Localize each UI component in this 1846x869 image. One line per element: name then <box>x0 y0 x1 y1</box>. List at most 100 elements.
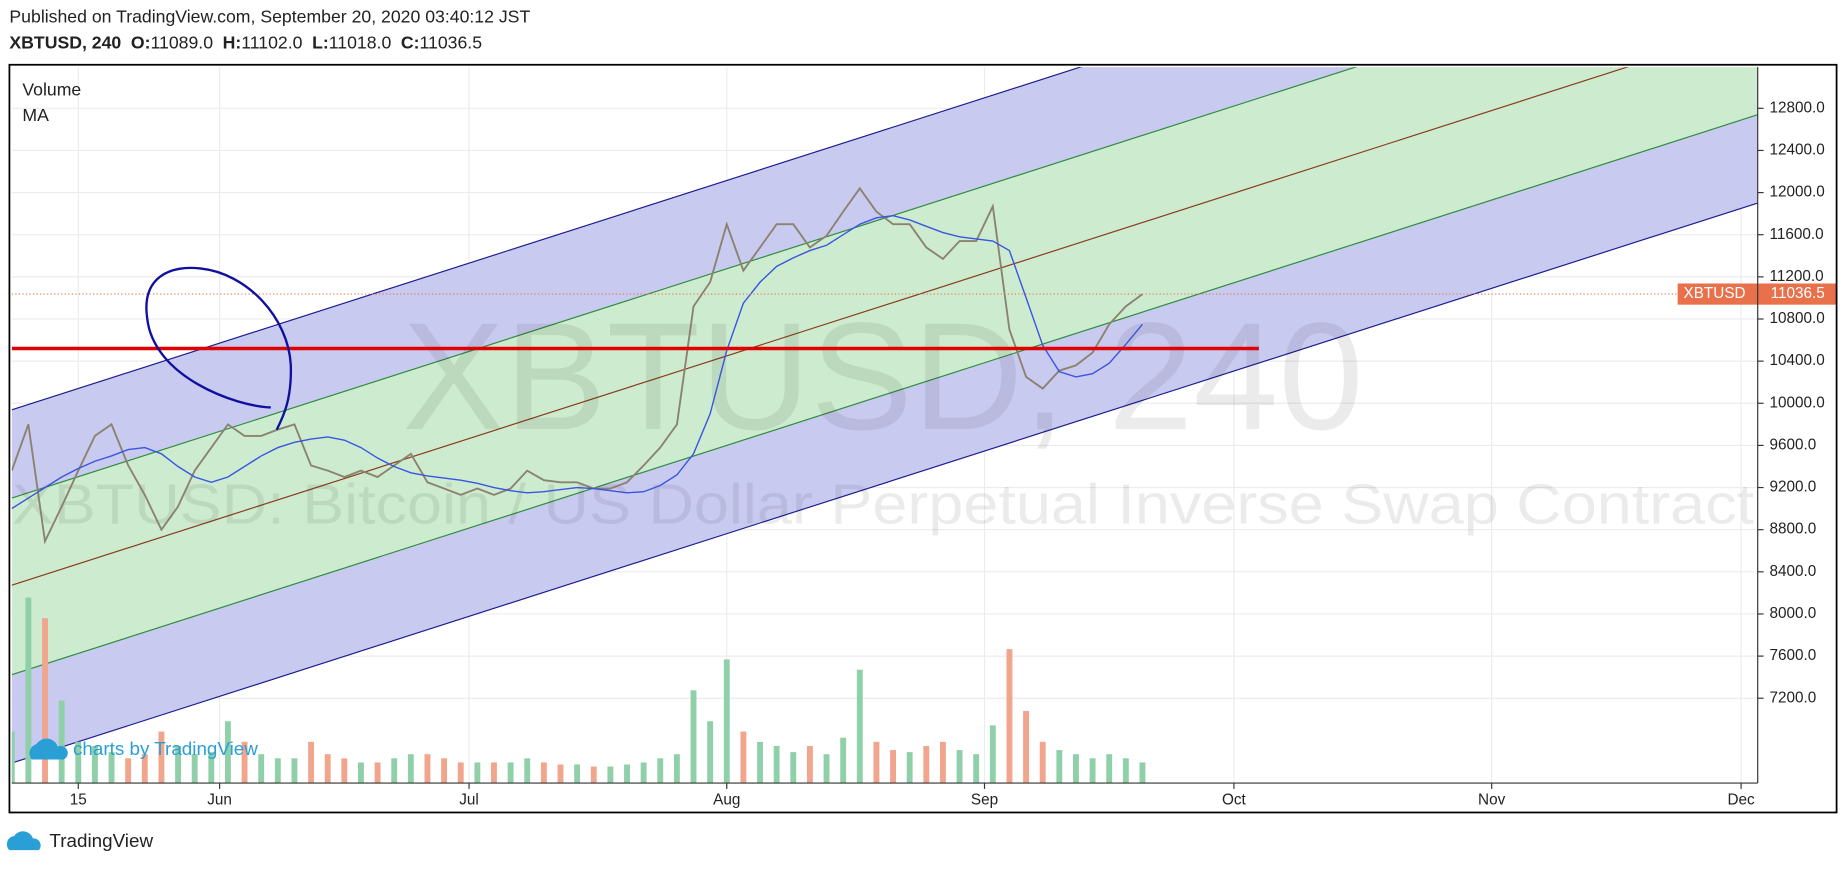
volume-bar <box>175 745 181 784</box>
channel <box>11 67 1758 764</box>
volume-bar <box>740 731 747 784</box>
logo-text: charts by TradingView <box>73 738 258 759</box>
volume-bar <box>324 754 331 784</box>
volume-bar <box>790 752 797 784</box>
y-tick-label: 8800.0 <box>1769 521 1816 538</box>
volume-bar <box>75 741 82 784</box>
volume-bar <box>624 764 630 784</box>
y-tick-label: 12400.0 <box>1769 141 1824 158</box>
footer-text: TradingView <box>49 830 153 851</box>
series-line <box>11 186 1144 545</box>
volume-bar <box>308 741 315 784</box>
volume-bar <box>474 762 481 784</box>
volume-bar <box>1039 741 1046 784</box>
volume-bar <box>358 762 364 784</box>
volume-bar <box>158 731 165 784</box>
y-tick-label: 9600.0 <box>1769 436 1816 453</box>
x-tick-label: Jul <box>459 792 479 809</box>
channel-line <box>11 114 1758 676</box>
ohlc-value: 11036.5 <box>420 32 483 52</box>
x-tick-label: Dec <box>1727 792 1755 809</box>
volume-bar <box>757 741 763 784</box>
axes: 7200.0 7600.0 8000.0 8400.0 8800.0 9200.0 9600… <box>70 99 1837 809</box>
price-label-value: 11036.5 <box>1771 285 1825 302</box>
legend-line: XBTUSD, 240 O:11089.0 H:11102.0 L:11018.… <box>9 32 482 52</box>
volume-bar <box>557 764 564 784</box>
volume-bar <box>873 741 880 784</box>
volume-bar <box>640 762 647 784</box>
ma-label: MA <box>22 105 49 125</box>
y-tick-label: 10800.0 <box>1769 310 1824 327</box>
footer-icon <box>6 831 41 851</box>
footer-logo: TradingView <box>6 830 153 851</box>
published: Published on TradingView.com, September … <box>9 6 530 26</box>
volume-bar <box>1122 758 1129 784</box>
volume-bar <box>258 754 265 784</box>
volume-bar <box>590 766 597 784</box>
y-tick-label: 7200.0 <box>1769 689 1816 706</box>
series-line <box>11 215 1143 510</box>
ohlc-name: L: <box>312 32 329 52</box>
volume-bar <box>657 758 664 784</box>
volume-bar <box>574 764 581 784</box>
ohlc-name: C: <box>401 32 420 52</box>
volume-bar <box>690 690 697 784</box>
volume-bar <box>1073 754 1079 784</box>
volume-bar <box>1089 758 1096 784</box>
volume-bar <box>1006 649 1013 784</box>
volume-bar <box>1106 754 1113 784</box>
channel-band <box>11 67 1758 675</box>
volume-bar <box>441 758 448 784</box>
volume-bar <box>773 745 780 784</box>
x-tick-label: Aug <box>713 792 740 809</box>
volume-bar <box>141 754 148 784</box>
volume-bar <box>11 731 15 784</box>
volume-bar <box>241 741 248 784</box>
logo-icon <box>29 738 68 760</box>
volume-bar <box>341 758 348 784</box>
volume-bar <box>856 669 863 784</box>
volume-bar <box>890 750 896 784</box>
ohlc-name: H: <box>223 32 242 52</box>
ohlc-value: 11089.0 <box>151 32 214 52</box>
volume-bar <box>806 745 813 784</box>
y-tick-label: 11200.0 <box>1769 268 1823 285</box>
x-tick-label: Oct <box>1222 792 1247 809</box>
volume-bar <box>58 700 65 784</box>
volume-bar <box>274 758 281 784</box>
volume-bar <box>923 745 930 784</box>
volume-bar <box>25 597 32 784</box>
volume-bar <box>507 762 514 784</box>
y-tick-label: 12800.0 <box>1769 99 1824 116</box>
volume-bar <box>1056 750 1063 784</box>
volume-bar <box>540 762 547 784</box>
x-tick-label: Sep <box>971 792 998 809</box>
channel-line <box>11 67 1083 411</box>
volume-bar <box>939 741 946 784</box>
x-tick-label: 15 <box>70 792 87 809</box>
y-tick-label: 10000.0 <box>1769 394 1824 411</box>
volume-bar <box>823 754 830 784</box>
volume-bar <box>42 618 48 784</box>
volume-bar <box>424 754 431 784</box>
frame <box>8 63 1838 814</box>
drawn-circle <box>145 266 292 431</box>
volume-bar <box>1139 762 1146 784</box>
x-tick-label: Nov <box>1478 792 1506 809</box>
price-label-symbol: XBTUSD <box>1684 285 1746 302</box>
volume-bar <box>707 721 714 784</box>
volume-bar <box>973 754 980 784</box>
y-tick-label: 9200.0 <box>1769 479 1816 496</box>
volume-bar <box>91 745 98 784</box>
channel-band <box>11 114 1758 764</box>
channel-line <box>11 202 1758 764</box>
volume-bar <box>457 762 464 784</box>
volume-bar <box>989 725 996 784</box>
volume-bar <box>191 754 198 784</box>
y-tick-label: 10400.0 <box>1769 352 1824 369</box>
chart-logo: charts by TradingView <box>29 738 258 760</box>
volume-bar <box>291 758 298 784</box>
series <box>11 186 1758 545</box>
